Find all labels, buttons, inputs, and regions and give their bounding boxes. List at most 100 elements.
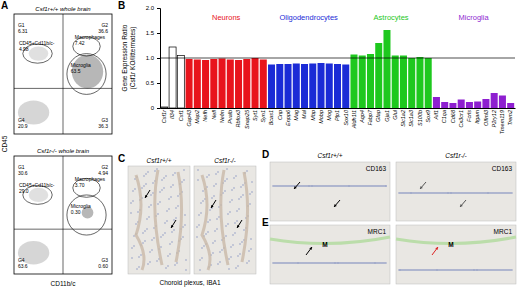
nucleus [329,185,331,187]
figure: ABCDECsf1r+/+ whole brainG16.31CD45+Cd11… [0,0,520,292]
nucleus [373,262,375,264]
group-label: Oligodendrocytes [279,13,338,22]
quadrant-line [14,88,112,89]
arrow-shaft [237,220,242,228]
nucleus [167,255,169,257]
nucleus [356,262,358,264]
nucleus [159,191,161,193]
nucleus [149,251,151,253]
nucleus [135,223,137,225]
nucleus [142,242,144,244]
tick-label: Cd68 [450,109,456,123]
tick-label: Nefm [219,110,225,124]
nucleus [284,185,286,187]
bar [210,59,217,108]
nucleus [506,192,508,194]
nucleus [352,262,354,264]
nucleus [454,269,456,271]
tick-label: Il34 [169,110,175,119]
nucleus [437,269,439,271]
axis-line [161,108,516,109]
nucleus [371,262,373,264]
nucleus [297,262,299,264]
tick: Sox9 [425,110,431,123]
nucleus [421,269,423,271]
nucleus [451,192,453,194]
nucleus [501,192,503,194]
arrow-head [420,186,423,189]
micrograph [270,225,390,284]
nucleus [134,188,136,190]
nucleus [226,178,228,180]
nucleus [233,177,235,179]
nucleus [364,262,366,264]
nucleus [366,185,368,187]
nucleus [315,185,317,187]
bar [334,64,341,108]
nucleus [163,187,165,189]
nucleus [374,262,376,264]
nucleus [449,192,451,194]
nucleus [161,189,163,191]
nucleus [238,208,240,210]
nucleus [285,185,287,187]
nucleus [150,194,152,196]
nucleus [447,192,449,194]
nucleus [227,213,229,215]
tick-label: Slc1a2 [400,110,406,127]
nucleus [287,185,289,187]
nucleus [465,269,467,271]
nucleus [230,246,232,248]
tick: Fcrls [466,110,472,122]
nucleus [423,192,425,194]
nucleus [143,175,145,177]
tick-mark [157,58,160,59]
nucleus [402,192,404,194]
nucleus [177,195,179,197]
nucleus [277,185,279,187]
nucleus [442,192,444,194]
nucleus [336,185,338,187]
arrow-head [334,204,337,207]
nucleus [361,185,363,187]
nucleus [275,262,277,264]
nucleus [148,216,150,218]
nucleus [416,269,418,271]
arrow-shaft [432,247,438,255]
tick: Mbp [310,110,316,121]
nucleus [502,269,504,271]
tick: 2.0 [146,5,160,11]
bar [375,43,382,108]
nucleus [166,210,168,212]
nucleus [481,269,483,271]
nucleus [321,185,323,187]
nucleus [507,269,509,271]
nucleus [507,192,509,194]
nucleus [354,185,356,187]
nucleus [491,192,493,194]
bar [243,59,250,108]
tick-label: Mbp [310,110,316,121]
tick: Syt1 [252,110,258,121]
caption: Choroid plexus, IBA1 [159,279,220,287]
nucleus [363,262,365,264]
nucleus [380,185,382,187]
nucleus [428,192,430,194]
group-label: Microglia [459,13,490,22]
nucleus [401,192,403,194]
nucleus [286,185,288,187]
gate-value: 63.5 [71,68,81,74]
nucleus [160,246,162,248]
nucleus [508,192,510,194]
nucleus [497,192,499,194]
group-label: Neurons [212,13,241,22]
tick-label: Aldh1l1 [351,110,357,129]
nucleus [324,262,326,264]
nucleus [318,185,320,187]
plot-frame [14,156,112,274]
micrograph-image [396,162,516,221]
nucleus [305,262,307,264]
tick: Aqp4 [359,110,365,124]
nucleus [369,262,371,264]
nucleus [417,192,419,194]
